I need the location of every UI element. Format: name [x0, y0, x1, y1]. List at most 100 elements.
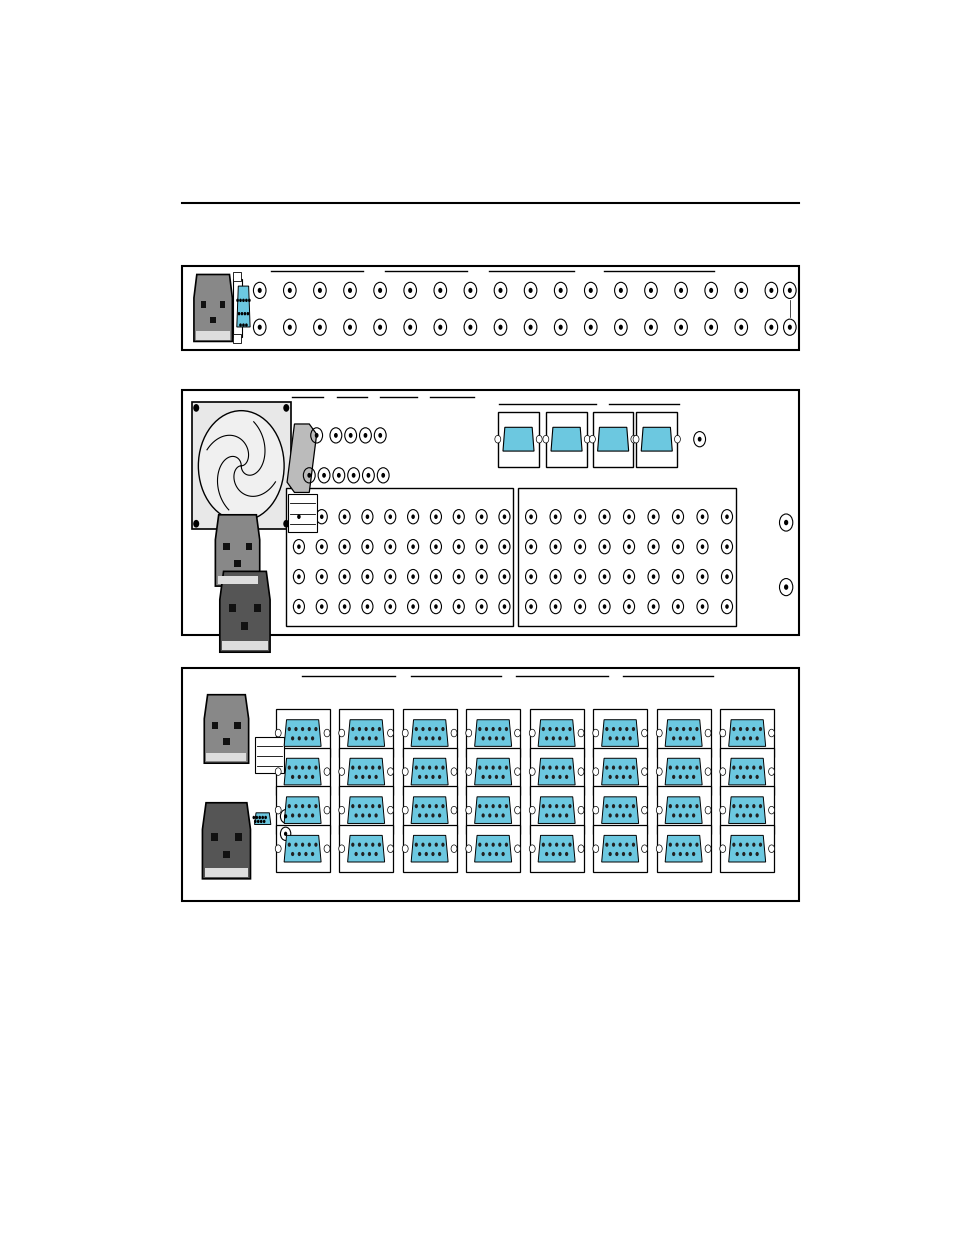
Circle shape — [408, 325, 412, 330]
Bar — [223, 737, 230, 745]
Bar — [275, 825, 329, 872]
Circle shape — [283, 520, 289, 527]
Circle shape — [307, 766, 311, 769]
Bar — [720, 787, 773, 834]
Circle shape — [568, 804, 571, 808]
Bar — [466, 709, 519, 757]
Circle shape — [319, 545, 323, 548]
Circle shape — [468, 325, 472, 330]
Circle shape — [300, 804, 304, 808]
Circle shape — [388, 545, 392, 548]
Polygon shape — [236, 287, 250, 327]
Circle shape — [741, 774, 744, 779]
Circle shape — [377, 842, 380, 847]
Circle shape — [739, 325, 742, 330]
Circle shape — [338, 806, 344, 814]
Polygon shape — [284, 835, 321, 862]
Circle shape — [741, 736, 744, 741]
Circle shape — [627, 574, 630, 579]
Circle shape — [275, 768, 281, 776]
Circle shape — [415, 727, 417, 731]
Circle shape — [732, 727, 735, 731]
Circle shape — [283, 404, 289, 411]
Circle shape — [387, 768, 393, 776]
Circle shape — [681, 727, 684, 731]
Polygon shape — [728, 797, 765, 824]
Circle shape — [502, 604, 506, 609]
Circle shape — [679, 288, 682, 293]
Circle shape — [501, 814, 504, 818]
Circle shape — [678, 852, 681, 856]
Circle shape — [481, 852, 484, 856]
Bar — [593, 825, 646, 872]
Circle shape — [417, 736, 421, 741]
Circle shape — [676, 604, 679, 609]
Circle shape — [568, 766, 571, 769]
Circle shape — [477, 727, 481, 731]
Circle shape — [294, 842, 297, 847]
Circle shape — [578, 545, 581, 548]
Circle shape — [627, 604, 630, 609]
Circle shape — [555, 804, 558, 808]
Polygon shape — [597, 427, 628, 451]
Circle shape — [668, 804, 671, 808]
Circle shape — [748, 736, 751, 741]
Circle shape — [257, 325, 261, 330]
Bar — [338, 748, 393, 795]
Circle shape — [437, 774, 441, 779]
Bar — [529, 748, 583, 795]
Circle shape — [424, 774, 428, 779]
Circle shape — [402, 768, 408, 776]
Circle shape — [437, 325, 442, 330]
Circle shape — [751, 766, 755, 769]
Circle shape — [291, 852, 294, 856]
Circle shape — [741, 852, 744, 856]
Circle shape — [411, 545, 415, 548]
Circle shape — [608, 774, 611, 779]
Bar — [182, 266, 799, 350]
Circle shape — [618, 842, 621, 847]
Circle shape — [624, 804, 628, 808]
Circle shape — [651, 574, 655, 579]
Circle shape — [314, 766, 317, 769]
Circle shape — [758, 766, 761, 769]
Circle shape — [365, 604, 369, 609]
Circle shape — [434, 574, 437, 579]
Circle shape — [388, 574, 392, 579]
Circle shape — [468, 288, 472, 293]
Circle shape — [338, 768, 344, 776]
Polygon shape — [728, 835, 765, 862]
Circle shape — [681, 766, 684, 769]
Circle shape — [342, 604, 346, 609]
Circle shape — [357, 804, 361, 808]
Circle shape — [245, 324, 248, 327]
Circle shape — [428, 766, 431, 769]
Circle shape — [355, 736, 357, 741]
Circle shape — [700, 604, 703, 609]
Bar — [245, 543, 252, 551]
Circle shape — [548, 804, 551, 808]
Circle shape — [288, 842, 291, 847]
Circle shape — [675, 804, 678, 808]
Polygon shape — [284, 797, 321, 824]
Circle shape — [297, 814, 300, 818]
Circle shape — [479, 515, 483, 519]
Circle shape — [245, 299, 248, 303]
Circle shape — [688, 804, 691, 808]
Circle shape — [311, 736, 314, 741]
Circle shape — [588, 288, 592, 293]
Circle shape — [621, 736, 624, 741]
Circle shape — [264, 816, 267, 819]
Circle shape — [578, 845, 583, 852]
Circle shape — [255, 816, 258, 819]
Bar — [223, 851, 230, 858]
Circle shape — [424, 852, 428, 856]
Circle shape — [402, 845, 408, 852]
Circle shape — [618, 288, 622, 293]
Circle shape — [514, 729, 520, 737]
Circle shape — [768, 288, 773, 293]
Circle shape — [751, 727, 755, 731]
Circle shape — [375, 774, 377, 779]
Circle shape — [615, 736, 618, 741]
Circle shape — [618, 727, 621, 731]
